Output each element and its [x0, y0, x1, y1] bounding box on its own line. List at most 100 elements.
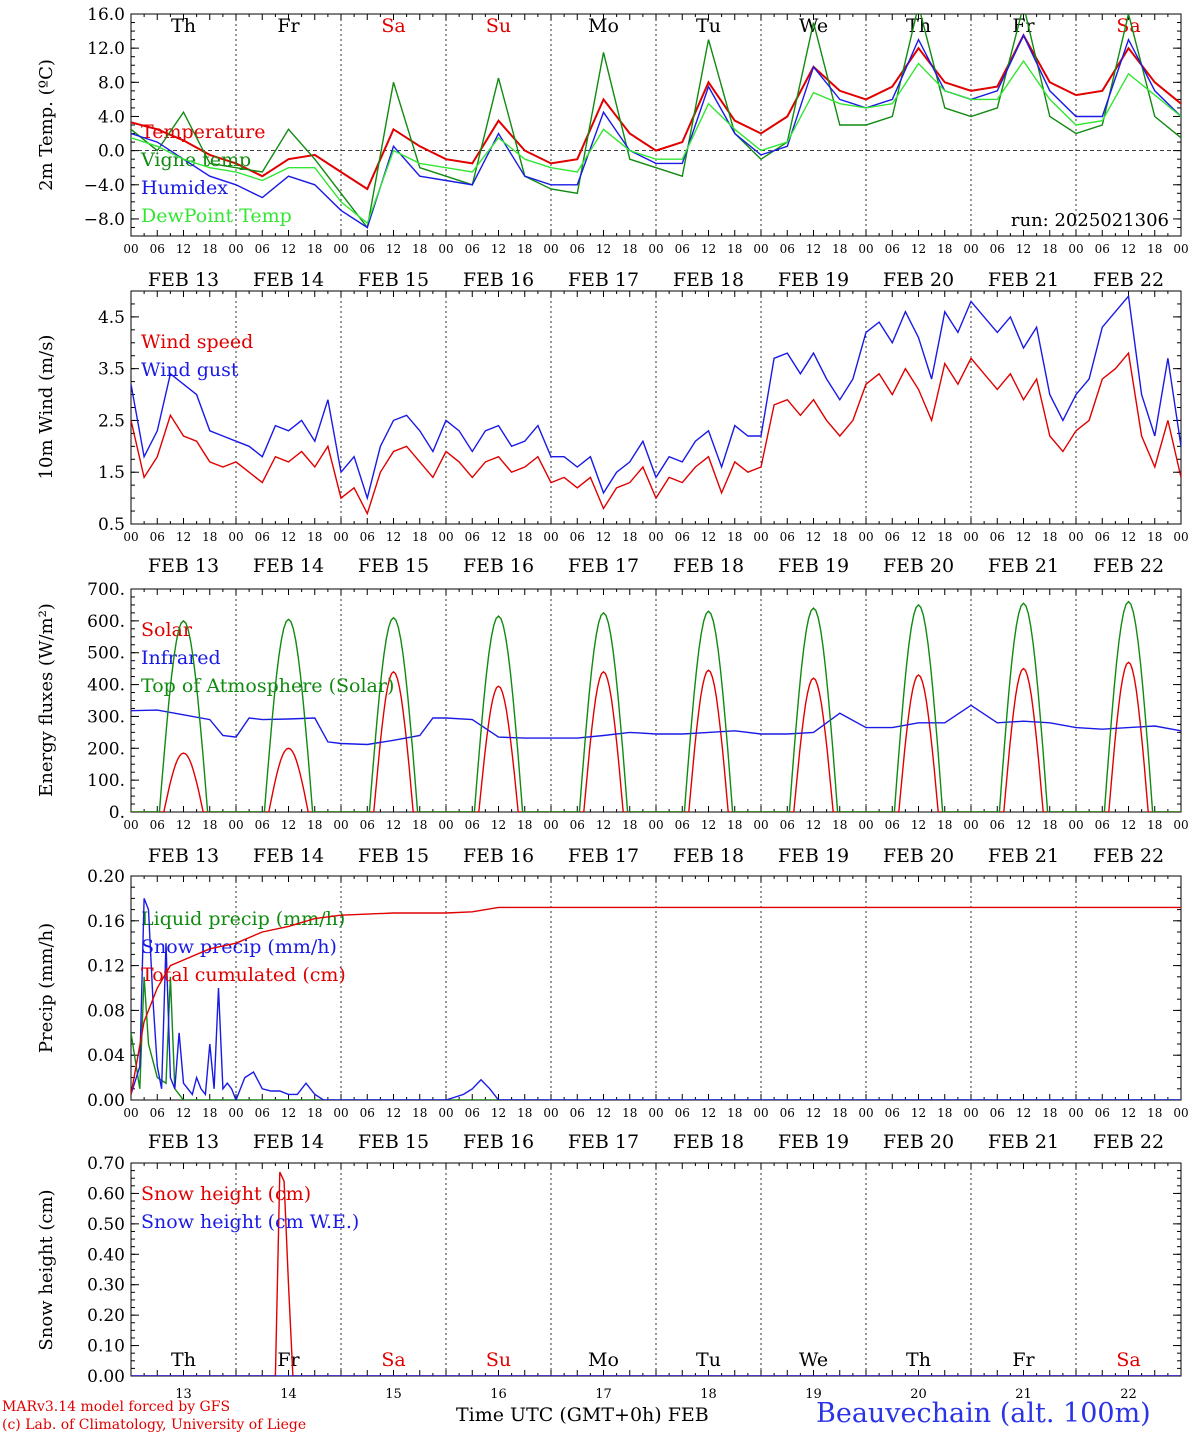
hour-tick-label: 06: [570, 242, 585, 256]
hour-tick-label: 06: [255, 818, 270, 832]
day-name-label: Sa: [381, 1349, 405, 1371]
hour-tick-label: 12: [281, 530, 296, 544]
hour-tick-label: 12: [596, 242, 611, 256]
date-label: FEB 22: [1093, 269, 1164, 291]
hour-tick-label: 18: [937, 1106, 952, 1120]
legend-entry: Snow height (cm W.E.): [141, 1211, 359, 1233]
date-label: FEB 22: [1093, 1131, 1164, 1153]
date-label: FEB 16: [463, 845, 534, 867]
date-label: FEB 13: [148, 555, 219, 577]
hour-tick-label: 00: [228, 1106, 243, 1120]
run-annotation: run: 2025021306: [1011, 210, 1169, 231]
hour-tick-label: 00: [1068, 818, 1083, 832]
station-label: Beauvechain (alt. 100m): [816, 1398, 1151, 1429]
day-number-label: 18: [700, 1387, 717, 1402]
hour-tick-label: 18: [832, 242, 847, 256]
hour-tick-label: 18: [517, 818, 532, 832]
date-label: FEB 13: [148, 269, 219, 291]
hour-tick-label: 18: [517, 1106, 532, 1120]
day-number-label: 13: [175, 1387, 192, 1402]
series-line-top-of-atmosphere-solar: [131, 600, 1181, 812]
hour-tick-label: 00: [963, 1106, 978, 1120]
date-label: FEB 19: [778, 555, 849, 577]
hour-tick-label: 00: [753, 1106, 768, 1120]
hour-tick-label: 00: [963, 818, 978, 832]
hour-tick-label: 18: [622, 242, 637, 256]
hour-tick-label: 12: [596, 818, 611, 832]
date-label: FEB 14: [253, 555, 324, 577]
hour-tick-label: 00: [123, 818, 138, 832]
y-tick-label: 16.0: [87, 5, 125, 25]
date-label: FEB 18: [673, 1131, 744, 1153]
day-name-label: Su: [486, 15, 511, 37]
hour-tick-label: 00: [228, 242, 243, 256]
hour-tick-label: 06: [990, 1106, 1005, 1120]
date-label: FEB 22: [1093, 555, 1164, 577]
hour-tick-label: 00: [333, 1106, 348, 1120]
hour-tick-label: 00: [858, 530, 873, 544]
hour-tick-label: 18: [1042, 818, 1057, 832]
hour-tick-label: 06: [150, 530, 165, 544]
y-tick-label: 4.0: [98, 107, 125, 127]
y-tick-label: 0.70: [87, 1154, 125, 1174]
hour-tick-label: 06: [465, 242, 480, 256]
hour-tick-label: 00: [438, 818, 453, 832]
hour-tick-label: 12: [806, 1106, 821, 1120]
hour-tick-label: 06: [255, 530, 270, 544]
y-tick-label: 200.: [87, 739, 125, 759]
series-line-solar: [131, 661, 1181, 812]
hour-tick-label: 06: [885, 530, 900, 544]
date-label: FEB 16: [463, 555, 534, 577]
hour-tick-label: 12: [1121, 1106, 1136, 1120]
legend-entry: Total cumulated (cm): [141, 964, 346, 986]
day-name-label: Tu: [696, 15, 721, 37]
hour-tick-label: 18: [832, 1106, 847, 1120]
date-label: FEB 21: [988, 269, 1059, 291]
y-tick-label: 0.20: [87, 867, 125, 887]
credit-line-1: MARv3.14 model forced by GFS: [2, 1399, 231, 1415]
hour-tick-label: 06: [570, 818, 585, 832]
y-tick-label: 8.0: [98, 73, 125, 93]
y-tick-label: 12.0: [87, 39, 125, 59]
hour-tick-label: 00: [1173, 818, 1188, 832]
hour-tick-label: 00: [438, 1106, 453, 1120]
y-tick-label: 0.16: [87, 912, 125, 932]
y-axis-label: 2m Temp. (ºC): [36, 59, 57, 191]
day-name-label: We: [799, 15, 828, 37]
hour-tick-label: 00: [753, 242, 768, 256]
hour-tick-label: 06: [150, 1106, 165, 1120]
date-label: FEB 22: [1093, 845, 1164, 867]
hour-tick-label: 12: [1016, 818, 1031, 832]
day-name-label: Th: [171, 15, 196, 37]
hour-tick-label: 06: [990, 530, 1005, 544]
date-label: FEB 15: [358, 269, 429, 291]
y-tick-label: 0.50: [87, 1215, 125, 1235]
hour-tick-label: 06: [1095, 242, 1110, 256]
y-tick-label: 0.0: [98, 142, 125, 162]
hour-tick-label: 18: [727, 818, 742, 832]
y-tick-label: 0.00: [87, 1091, 125, 1111]
hour-tick-label: 12: [386, 818, 401, 832]
y-tick-label: 0.04: [87, 1046, 125, 1066]
y-tick-label: −4.0: [84, 176, 125, 196]
legend-entry: Solar: [141, 619, 193, 641]
series-line-infrared: [131, 704, 1181, 746]
hour-tick-label: 00: [963, 242, 978, 256]
date-label: FEB 19: [778, 845, 849, 867]
date-label: FEB 18: [673, 845, 744, 867]
hour-tick-label: 00: [753, 818, 768, 832]
legend-entry: DewPoint Temp: [141, 205, 292, 227]
date-label: FEB 19: [778, 269, 849, 291]
date-label: FEB 17: [568, 269, 639, 291]
series-line-humidex: [131, 33, 1181, 229]
date-label: FEB 20: [883, 555, 954, 577]
day-number-label: 15: [385, 1387, 402, 1402]
series-line-total-cumulated-cm: [131, 906, 1181, 1095]
hour-tick-label: 18: [622, 530, 637, 544]
y-tick-label: 3.5: [98, 360, 125, 380]
hour-tick-label: 12: [911, 530, 926, 544]
hour-tick-label: 12: [281, 1106, 296, 1120]
date-label: FEB 14: [253, 1131, 324, 1153]
legend-entry: Wind gust: [141, 359, 239, 381]
hour-tick-label: 18: [622, 818, 637, 832]
